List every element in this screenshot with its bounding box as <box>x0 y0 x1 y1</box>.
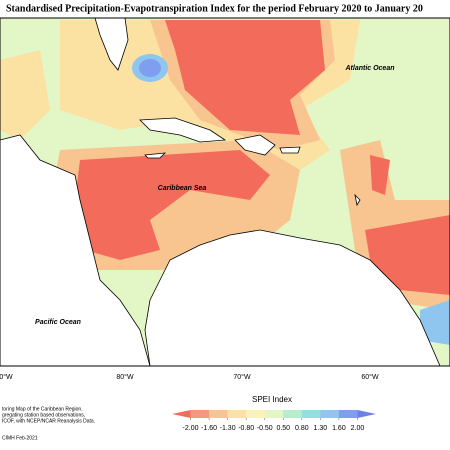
legend-swatch <box>246 410 266 418</box>
legend: -2.00 -1.60 -1.30 -0.80 -0.50 0.50 0.80 1.30 1.6… <box>172 410 376 432</box>
legend-swatch <box>209 410 228 418</box>
title: Standardised Precipitation-Evapotranspir… <box>6 3 423 14</box>
region-label: Atlantic Ocean <box>344 65 394 72</box>
legend-swatch <box>338 410 358 418</box>
legend-swatch <box>320 410 340 418</box>
legend-swatch <box>283 410 303 418</box>
legend-tick-label: 1.30 <box>314 425 328 432</box>
note: gregating station based observations, <box>2 412 85 418</box>
zone <box>75 150 270 260</box>
notes: toring Map of the Caribbean Region.grega… <box>2 406 95 424</box>
zone <box>420 300 450 345</box>
legend-swatch <box>264 410 284 418</box>
legend-tick-label: -0.50 <box>257 425 273 432</box>
longitude-labels: 0°W 80°W 70°W 60°W <box>0 373 379 381</box>
credit: CIMH Feb-2021 <box>2 435 38 441</box>
legend-title: SPEI Index <box>252 395 292 404</box>
legend-tick-label: 0.80 <box>295 425 309 432</box>
legend-tick-label: -1.30 <box>220 425 236 432</box>
map-frame <box>0 17 450 367</box>
longitude-label: 0°W <box>0 373 13 381</box>
map <box>0 18 450 366</box>
longitude-label: 70°W <box>233 373 251 381</box>
zone <box>370 155 390 195</box>
legend-tick-label: 1.60 <box>332 425 346 432</box>
land <box>0 18 441 366</box>
zone <box>0 50 50 140</box>
legend-swatch <box>301 410 321 418</box>
zone <box>365 215 450 295</box>
legend-tick-label: 2.00 <box>351 425 365 432</box>
zone <box>165 20 325 135</box>
region-label: Pacific Ocean <box>35 319 81 326</box>
legend-tick-label: -0.80 <box>238 425 254 432</box>
legend-tick-label: 0.50 <box>276 425 290 432</box>
zone <box>139 59 161 77</box>
legend-swatch <box>190 410 210 418</box>
legend-swatch <box>357 410 376 418</box>
legend-swatch <box>227 410 247 418</box>
legend-swatch <box>172 410 191 418</box>
note: ICOF, with NCEP/NCAR Reanalysis Data. <box>2 418 95 424</box>
region-label: Caribbean Sea <box>158 185 207 192</box>
legend-tick-label: -2.00 <box>183 425 199 432</box>
longitude-label: 80°W <box>116 373 134 381</box>
note: toring Map of the Caribbean Region. <box>2 406 83 412</box>
legend-tick-label: -1.60 <box>201 425 217 432</box>
longitude-label: 60°W <box>361 373 379 381</box>
